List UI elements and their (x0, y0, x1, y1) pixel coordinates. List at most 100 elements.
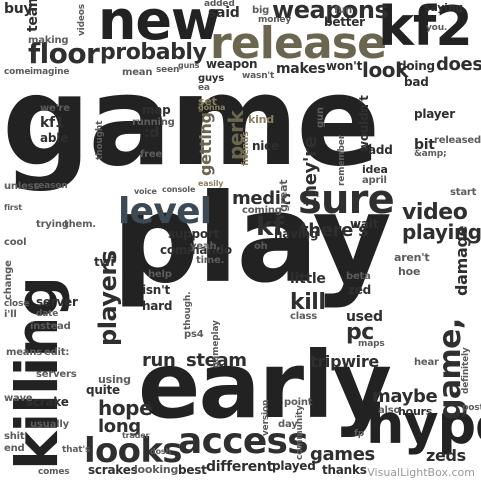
word-hear: hear (414, 357, 439, 368)
word-coming: coming (242, 205, 282, 216)
word-post: post (462, 403, 481, 413)
word-early: early (138, 332, 392, 439)
word-start: start (450, 187, 477, 198)
word-doing: doing (398, 59, 435, 73)
word-release: release (210, 18, 387, 69)
word-best: best (178, 463, 207, 477)
word-fun: fun (334, 5, 352, 16)
word-different: different (206, 459, 274, 475)
word-gun: gun (315, 107, 326, 128)
word-trying: trying (36, 219, 69, 230)
word-tripwire: tripwire (310, 352, 379, 371)
word-medic: medic (232, 188, 291, 209)
word-gameplay: gameplay (211, 320, 221, 368)
word-april: april (362, 175, 387, 186)
word-dosh: dosh (150, 447, 172, 456)
word-pc: pc (346, 320, 374, 345)
word-set: set (198, 95, 217, 108)
word-fleshpound: fp (354, 429, 364, 439)
word-thought: thought (95, 120, 105, 160)
word-imagine: imagine (30, 67, 70, 77)
word-weapon: weapon (206, 57, 258, 71)
word-add: add (368, 143, 393, 157)
word-instead: instead (30, 321, 71, 332)
word-game: game (2, 50, 380, 194)
word-servers: servers (36, 369, 77, 380)
word-edit: edit: (44, 347, 70, 358)
word-easily: easily (198, 179, 224, 188)
word-better: better (324, 15, 365, 29)
word-free: free (140, 149, 163, 160)
word-seen: seen (156, 65, 180, 75)
word-end: end (4, 443, 25, 454)
word-mean: mean (122, 67, 153, 78)
word-zed: zed (348, 283, 371, 297)
word-date: date (36, 309, 59, 319)
word-wouldnt: wouldn't (357, 95, 371, 152)
word-played: played (272, 459, 316, 473)
word-damage: damage (452, 225, 471, 296)
word-guys: guys (198, 73, 224, 84)
word-guns: guns (178, 61, 200, 70)
word-support: support (168, 227, 220, 241)
word-able: able (40, 131, 68, 145)
word-change: change (3, 260, 14, 300)
word-help: help (148, 269, 172, 280)
word-getting: getting (196, 112, 215, 176)
word-videos: videos (77, 4, 87, 36)
word-hype: hype (366, 393, 481, 456)
word-scrake: scrake (26, 395, 69, 409)
word-usually: usually (30, 419, 69, 430)
word-yeah: yeah, (190, 241, 220, 252)
word-using: using (98, 373, 131, 386)
word-voice: voice (134, 187, 157, 196)
word-unless: unless (4, 181, 40, 192)
word-new: new (98, 0, 221, 52)
word-play: play (112, 168, 392, 310)
word-weapons: weapons (272, 0, 389, 24)
word-nice: nice (252, 139, 279, 153)
word-amp: &amp; (414, 149, 447, 159)
word-time: time. (196, 255, 225, 266)
word-server: server (36, 295, 78, 309)
word-big: big (252, 5, 270, 16)
word-money: money (258, 15, 292, 25)
word-twi: twi (94, 255, 115, 269)
word-sure: sure (298, 177, 395, 223)
word-beta: beta (346, 271, 371, 282)
word-long: long (98, 416, 141, 437)
word-having: having (274, 227, 319, 241)
word-hours: hours (398, 405, 433, 418)
word-close: close (4, 299, 30, 309)
word-running: running (132, 117, 175, 128)
word-scrakes: scrakes (88, 463, 138, 477)
word-shit: shit (4, 431, 25, 442)
word-point: point (284, 397, 313, 408)
word-probably: probably (100, 40, 207, 65)
word-community: community (295, 405, 305, 460)
word-though: though. (183, 291, 193, 330)
word-video: video (402, 200, 468, 225)
watermark: VisualLightBox.com (367, 466, 475, 479)
word-steam: steam (186, 350, 247, 371)
word-saying: saying (424, 1, 463, 14)
word-console: console (162, 185, 196, 194)
word-looks: looks (84, 431, 183, 471)
word-come: come (4, 67, 31, 77)
word-games: games (310, 444, 375, 465)
word-trader: trader (122, 431, 150, 440)
word-kf: kf (256, 212, 284, 242)
word-you: you. (426, 23, 448, 33)
word-thats: that's (62, 445, 91, 455)
word-idea: idea (362, 163, 388, 176)
word-cool: cool (4, 237, 27, 248)
word-wont: won't (326, 59, 363, 73)
word-wave: wave (4, 393, 33, 404)
word-kf2: kf2 (378, 0, 473, 58)
word-makes: makes (276, 61, 326, 77)
word-map: map (142, 103, 171, 117)
word-gonna: gonna (198, 103, 226, 112)
word-look: look (362, 58, 409, 82)
word-d-face: :d (144, 125, 160, 141)
